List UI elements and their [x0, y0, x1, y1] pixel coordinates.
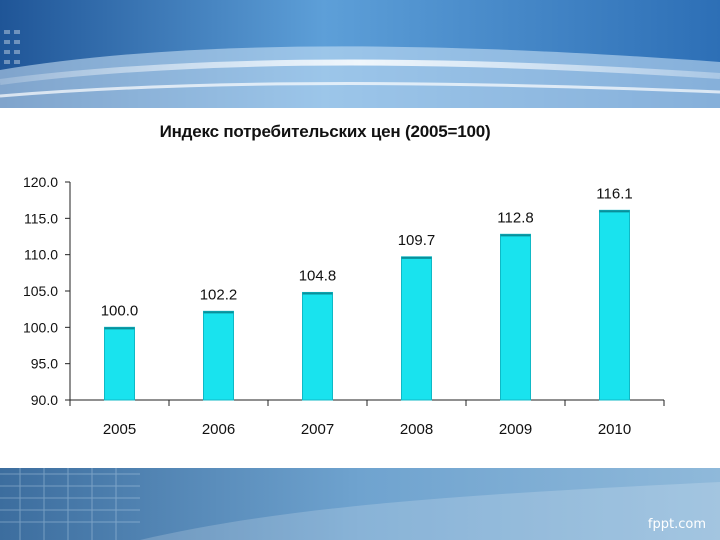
data-label: 104.8: [299, 267, 337, 284]
x-tick-label: 2010: [598, 421, 631, 438]
x-tick-label: 2008: [400, 421, 433, 438]
slide-footer-decoration: [0, 462, 720, 540]
y-tick-label: 110.0: [24, 247, 58, 263]
bar-2007: [302, 291, 333, 401]
x-tick-label: 2005: [103, 421, 136, 438]
y-tick-label: 115.0: [24, 210, 58, 226]
bar-2005: [104, 326, 135, 401]
watermark-text: fppt.com: [647, 517, 706, 532]
y-tick-label: 100.0: [23, 319, 58, 335]
data-label: 109.7: [398, 232, 436, 249]
x-tick-label: 2006: [202, 421, 235, 438]
y-tick-label: 120.0: [23, 174, 58, 190]
y-tick-label: 90.0: [31, 392, 58, 408]
x-tick-label: 2007: [301, 421, 334, 438]
bar-chart: 90.0 95.0 100.0 105.0 110.0 115.0 120.0 100.0 20…: [23, 174, 665, 438]
x-tick-label: 2009: [499, 421, 532, 438]
chart-title: Индекс потребительских цен (2005=100): [159, 122, 491, 141]
y-tick-label: 95.0: [31, 356, 58, 372]
data-label: 102.2: [200, 286, 238, 303]
y-tick-label: 105.0: [23, 283, 58, 299]
data-label: 100.0: [101, 302, 139, 319]
bar-2006: [203, 310, 234, 401]
data-label: 116.1: [596, 185, 632, 202]
slide-header-decoration: [0, 0, 720, 120]
data-label: 112.8: [497, 209, 533, 226]
bar-2010: [599, 209, 630, 401]
chart-container: Индекс потребительских цен (2005=100) 90…: [0, 108, 720, 468]
bar-2008: [401, 256, 432, 401]
bar-2009: [500, 233, 531, 401]
